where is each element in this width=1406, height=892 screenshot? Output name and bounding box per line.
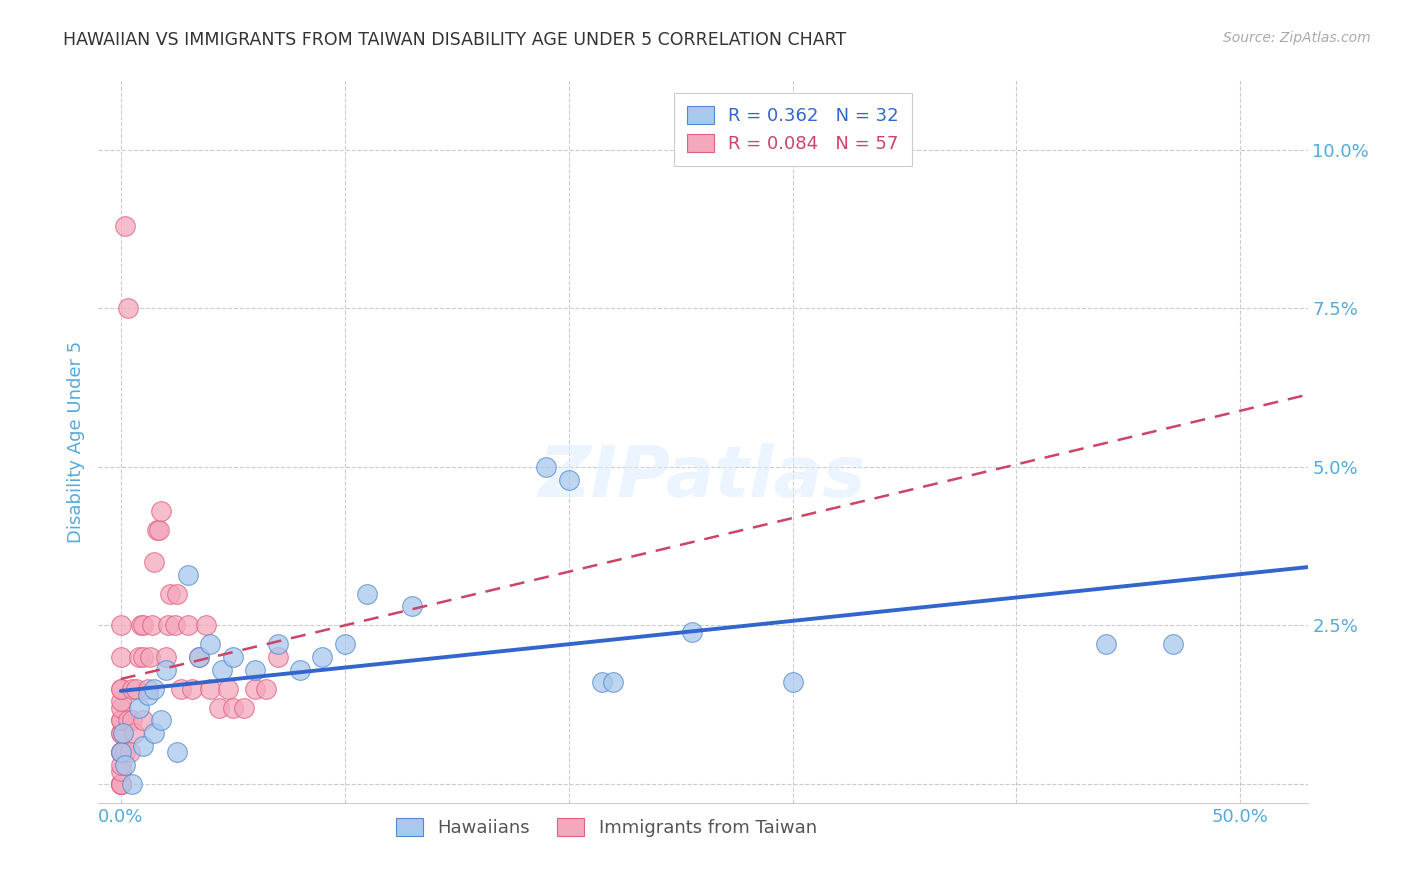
Point <box>139 650 162 665</box>
Point <box>557 473 579 487</box>
Point <box>536 459 558 474</box>
Point <box>356 587 378 601</box>
Point <box>602 675 624 690</box>
Point <box>222 700 245 714</box>
Point <box>166 745 188 759</box>
Point <box>110 764 132 778</box>
Point <box>110 714 132 728</box>
Point <box>266 637 288 651</box>
Point <box>200 681 222 696</box>
Point <box>163 618 186 632</box>
Point <box>1161 637 1184 651</box>
Point <box>114 745 136 759</box>
Point <box>217 681 239 696</box>
Point <box>110 618 132 632</box>
Point <box>110 745 132 759</box>
Point <box>110 650 132 665</box>
Point <box>122 726 145 740</box>
Point <box>117 714 139 728</box>
Point <box>110 777 132 791</box>
Point <box>288 663 311 677</box>
Point <box>311 650 333 665</box>
Point <box>110 745 132 759</box>
Point <box>782 675 804 690</box>
Point <box>132 714 155 728</box>
Point <box>194 618 217 632</box>
Point <box>132 739 155 753</box>
Point <box>110 726 132 740</box>
Point <box>136 681 159 696</box>
Point <box>200 637 222 651</box>
Point <box>110 726 132 740</box>
Y-axis label: Disability Age Under 5: Disability Age Under 5 <box>66 341 84 542</box>
Text: HAWAIIAN VS IMMIGRANTS FROM TAIWAN DISABILITY AGE UNDER 5 CORRELATION CHART: HAWAIIAN VS IMMIGRANTS FROM TAIWAN DISAB… <box>63 31 846 49</box>
Point <box>128 700 150 714</box>
Point <box>148 523 170 537</box>
Point <box>155 650 177 665</box>
Point <box>117 301 139 316</box>
Point <box>143 681 166 696</box>
Point <box>110 694 132 708</box>
Point <box>110 777 132 791</box>
Point <box>121 681 143 696</box>
Point <box>1095 637 1118 651</box>
Point <box>266 650 288 665</box>
Point <box>333 637 356 651</box>
Point <box>110 757 132 772</box>
Point <box>159 587 181 601</box>
Point <box>188 650 211 665</box>
Point <box>129 618 152 632</box>
Point <box>243 663 266 677</box>
Point <box>233 700 256 714</box>
Point <box>112 726 135 740</box>
Point <box>110 681 132 696</box>
Point <box>155 663 177 677</box>
Text: ZIPatlas: ZIPatlas <box>540 443 866 512</box>
Point <box>110 777 132 791</box>
Point <box>188 650 211 665</box>
Point <box>143 555 166 569</box>
Point <box>166 587 188 601</box>
Point <box>156 618 179 632</box>
Point <box>114 757 136 772</box>
Point <box>121 777 143 791</box>
Point <box>150 714 173 728</box>
Point <box>128 650 150 665</box>
Point <box>181 681 204 696</box>
Point <box>170 681 193 696</box>
Point <box>110 700 132 714</box>
Point <box>132 618 155 632</box>
Point <box>110 714 132 728</box>
Point <box>177 618 200 632</box>
Point <box>211 663 233 677</box>
Point <box>110 681 132 696</box>
Point <box>681 624 703 639</box>
Point <box>121 714 143 728</box>
Point <box>110 777 132 791</box>
Point <box>110 777 132 791</box>
Text: Source: ZipAtlas.com: Source: ZipAtlas.com <box>1223 31 1371 45</box>
Point <box>254 681 277 696</box>
Point <box>141 618 163 632</box>
Point <box>110 745 132 759</box>
Point <box>132 650 155 665</box>
Point <box>110 745 132 759</box>
Point <box>136 688 159 702</box>
Point <box>208 700 231 714</box>
Point <box>222 650 245 665</box>
Point <box>125 681 148 696</box>
Point <box>114 219 136 233</box>
Point <box>145 523 167 537</box>
Legend: Hawaiians, Immigrants from Taiwan: Hawaiians, Immigrants from Taiwan <box>385 807 828 848</box>
Point <box>243 681 266 696</box>
Point <box>143 726 166 740</box>
Point <box>177 567 200 582</box>
Point <box>150 504 173 518</box>
Point <box>118 745 141 759</box>
Point <box>591 675 613 690</box>
Point <box>401 599 423 614</box>
